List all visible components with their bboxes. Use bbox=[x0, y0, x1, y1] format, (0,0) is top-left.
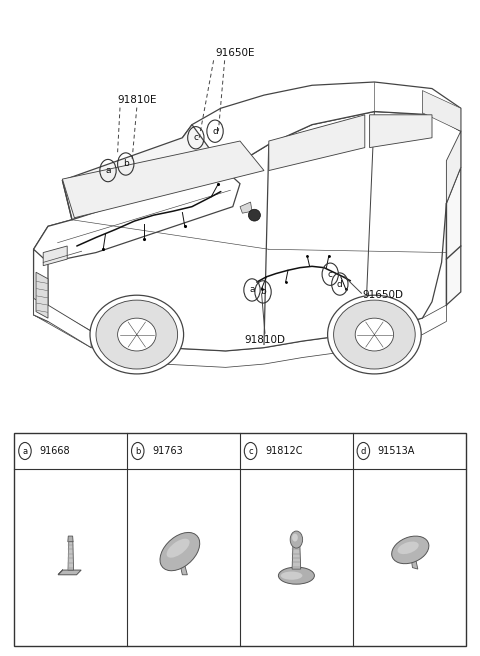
Polygon shape bbox=[58, 569, 63, 575]
Polygon shape bbox=[34, 298, 446, 367]
Text: 91650E: 91650E bbox=[216, 48, 255, 58]
Ellipse shape bbox=[392, 536, 429, 564]
Text: c: c bbox=[328, 270, 333, 279]
Ellipse shape bbox=[160, 533, 200, 571]
Ellipse shape bbox=[249, 209, 260, 221]
Text: 91650D: 91650D bbox=[362, 290, 403, 300]
Polygon shape bbox=[292, 542, 300, 569]
Ellipse shape bbox=[281, 571, 302, 580]
Ellipse shape bbox=[90, 295, 183, 374]
Ellipse shape bbox=[167, 539, 190, 558]
Polygon shape bbox=[410, 551, 418, 569]
Polygon shape bbox=[68, 541, 73, 570]
Polygon shape bbox=[177, 552, 187, 575]
Polygon shape bbox=[62, 125, 226, 220]
Text: b: b bbox=[135, 447, 141, 455]
Polygon shape bbox=[68, 541, 69, 570]
Text: b: b bbox=[260, 287, 266, 297]
Text: 91513A: 91513A bbox=[378, 446, 415, 456]
Polygon shape bbox=[446, 131, 461, 203]
Polygon shape bbox=[34, 112, 461, 351]
Text: a: a bbox=[249, 285, 255, 295]
Ellipse shape bbox=[118, 318, 156, 351]
Polygon shape bbox=[182, 82, 461, 171]
Text: c: c bbox=[193, 133, 198, 142]
Polygon shape bbox=[446, 167, 461, 305]
Text: d: d bbox=[360, 447, 366, 455]
Polygon shape bbox=[422, 91, 461, 131]
Text: d: d bbox=[212, 127, 218, 136]
Circle shape bbox=[292, 533, 298, 542]
Text: d: d bbox=[337, 279, 343, 289]
Polygon shape bbox=[43, 246, 67, 266]
Text: 91763: 91763 bbox=[152, 446, 183, 456]
Text: 91668: 91668 bbox=[39, 446, 70, 456]
FancyBboxPatch shape bbox=[14, 433, 466, 646]
Text: a: a bbox=[105, 166, 111, 175]
Ellipse shape bbox=[278, 567, 314, 584]
Ellipse shape bbox=[96, 300, 178, 369]
Text: 91810D: 91810D bbox=[244, 335, 286, 344]
Ellipse shape bbox=[397, 542, 419, 554]
Polygon shape bbox=[240, 202, 252, 213]
Text: 91810E: 91810E bbox=[117, 95, 156, 105]
Polygon shape bbox=[62, 141, 264, 218]
Text: c: c bbox=[248, 447, 253, 455]
Polygon shape bbox=[34, 249, 48, 321]
Polygon shape bbox=[34, 171, 240, 279]
Polygon shape bbox=[34, 298, 91, 348]
Ellipse shape bbox=[355, 318, 394, 351]
Circle shape bbox=[290, 531, 302, 548]
Polygon shape bbox=[58, 570, 81, 575]
Ellipse shape bbox=[327, 295, 421, 374]
Polygon shape bbox=[36, 272, 48, 318]
Polygon shape bbox=[68, 536, 73, 542]
Text: b: b bbox=[123, 159, 129, 169]
Text: 91812C: 91812C bbox=[265, 446, 302, 456]
Ellipse shape bbox=[334, 300, 415, 369]
Text: a: a bbox=[23, 447, 27, 455]
Polygon shape bbox=[370, 115, 432, 148]
Polygon shape bbox=[269, 115, 365, 171]
